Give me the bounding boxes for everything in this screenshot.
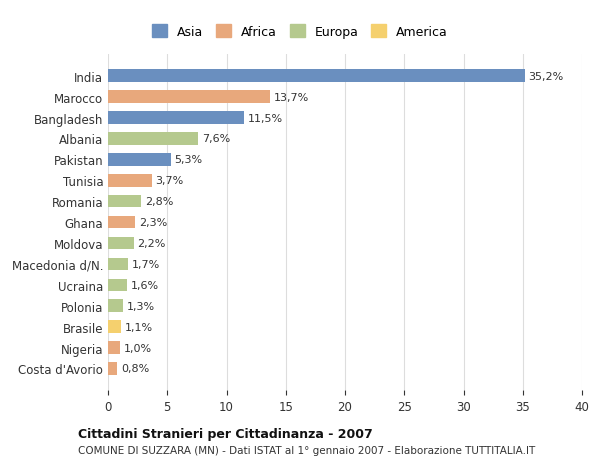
Text: 35,2%: 35,2% xyxy=(529,72,564,82)
Text: 1,0%: 1,0% xyxy=(124,343,152,353)
Bar xyxy=(108,321,121,333)
Text: Cittadini Stranieri per Cittadinanza - 2007: Cittadini Stranieri per Cittadinanza - 2… xyxy=(78,427,373,440)
Bar xyxy=(108,174,152,187)
Text: 2,2%: 2,2% xyxy=(137,239,166,248)
Text: 11,5%: 11,5% xyxy=(248,113,283,123)
Bar xyxy=(108,91,271,104)
Text: 2,8%: 2,8% xyxy=(145,197,173,207)
Bar xyxy=(108,363,118,375)
Bar xyxy=(108,216,135,229)
Text: 7,6%: 7,6% xyxy=(202,134,230,144)
Text: 5,3%: 5,3% xyxy=(175,155,202,165)
Legend: Asia, Africa, Europa, America: Asia, Africa, Europa, America xyxy=(148,20,452,44)
Bar xyxy=(108,196,141,208)
Bar xyxy=(108,258,128,271)
Text: 1,7%: 1,7% xyxy=(132,259,160,269)
Bar xyxy=(108,112,244,124)
Text: 1,3%: 1,3% xyxy=(127,301,155,311)
Text: 1,1%: 1,1% xyxy=(125,322,153,332)
Bar xyxy=(108,154,171,166)
Bar xyxy=(108,133,198,146)
Bar xyxy=(108,70,525,83)
Text: 1,6%: 1,6% xyxy=(131,280,158,290)
Text: 3,7%: 3,7% xyxy=(155,176,184,186)
Text: COMUNE DI SUZZARA (MN) - Dati ISTAT al 1° gennaio 2007 - Elaborazione TUTTITALIA: COMUNE DI SUZZARA (MN) - Dati ISTAT al 1… xyxy=(78,445,535,455)
Text: 0,8%: 0,8% xyxy=(121,364,149,374)
Bar xyxy=(108,279,127,291)
Bar xyxy=(108,237,134,250)
Bar xyxy=(108,341,120,354)
Text: 13,7%: 13,7% xyxy=(274,92,309,102)
Bar xyxy=(108,300,124,312)
Text: 2,3%: 2,3% xyxy=(139,218,167,228)
